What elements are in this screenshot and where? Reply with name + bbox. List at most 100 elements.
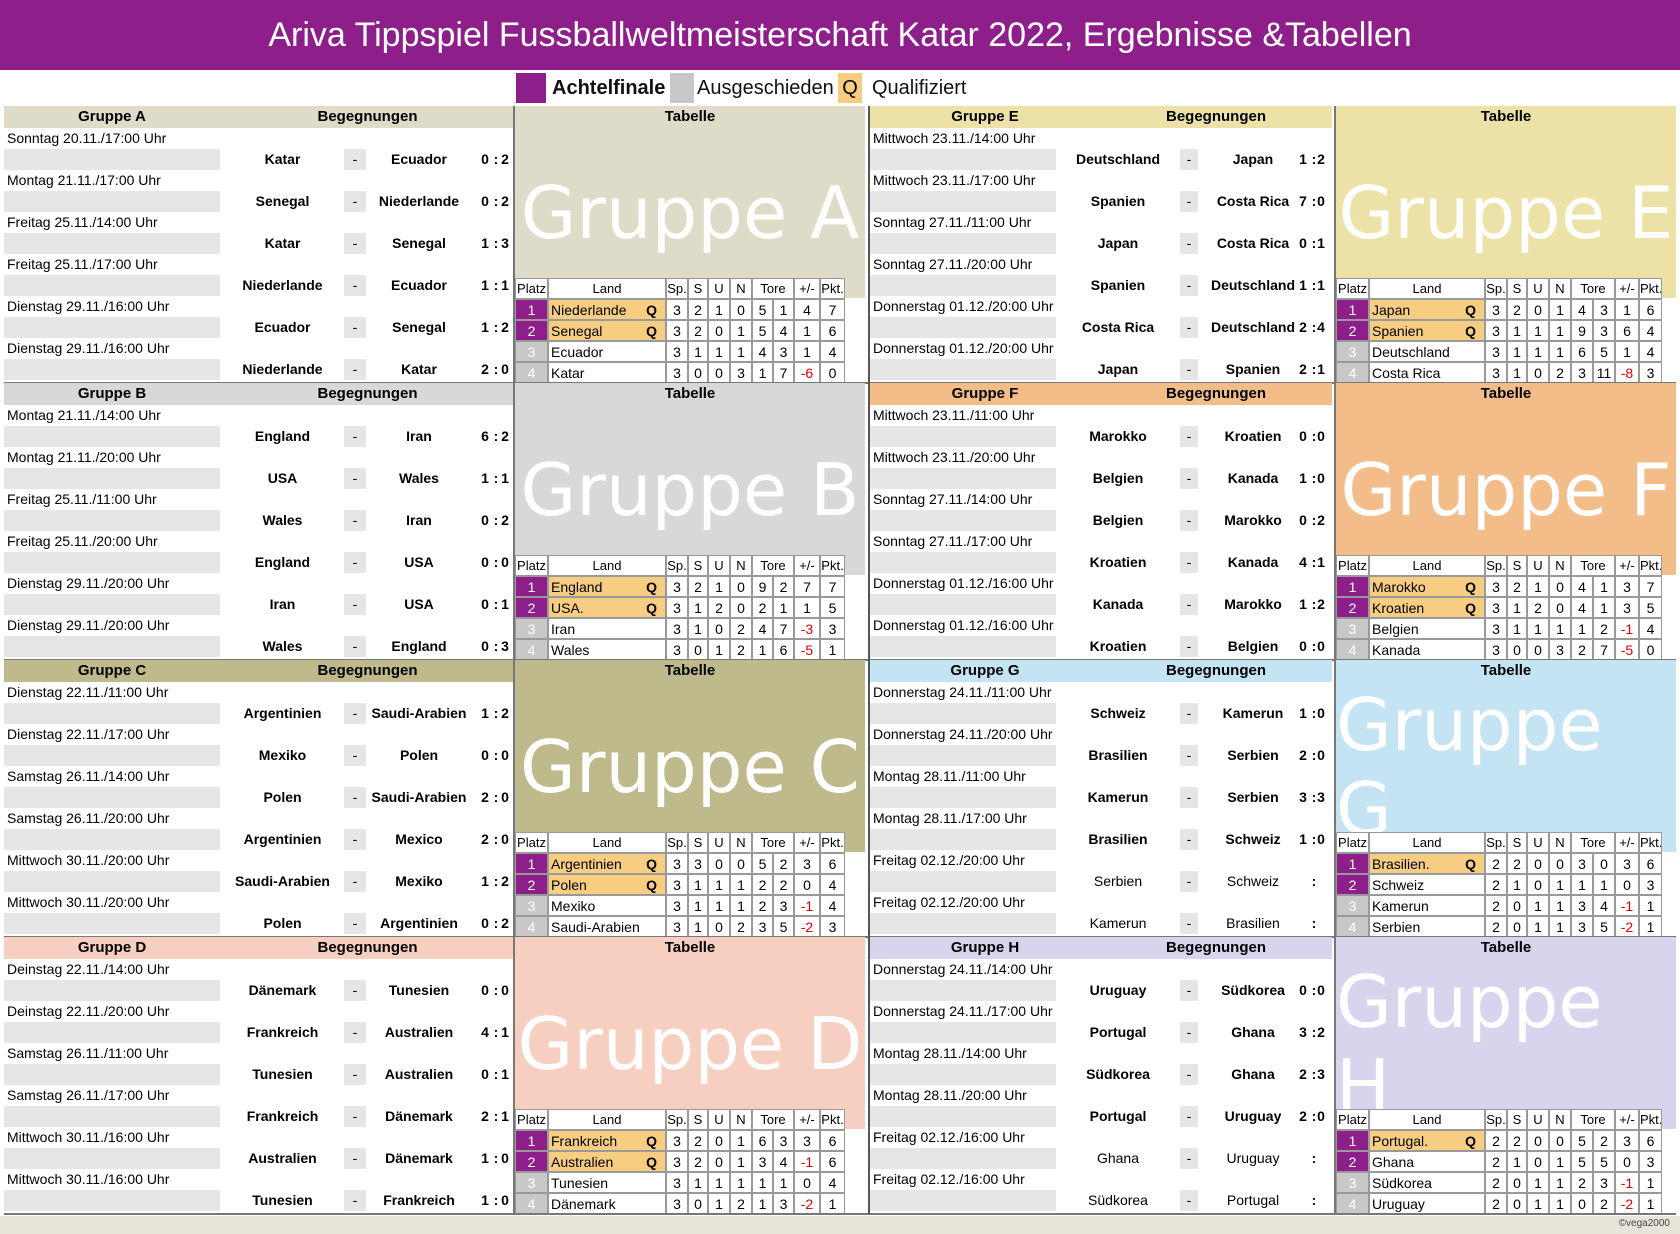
score-colon: : (1311, 747, 1317, 763)
divider (1334, 937, 1336, 1214)
qualified-mark: Q (1465, 323, 1476, 339)
table-col-tore: Tore (752, 1109, 794, 1130)
away-team: Portugal (1226, 1192, 1280, 1208)
away-goals: 1 (1317, 277, 1325, 293)
row-shade (4, 871, 220, 892)
score-colon: : (493, 873, 499, 889)
away-team: Kanada (1227, 470, 1279, 486)
table-team: Polen Q (548, 874, 666, 895)
match-dash: - (1180, 829, 1198, 850)
table-n: 1 (1549, 1151, 1571, 1172)
away-goals: 0 (501, 747, 509, 763)
row-shade (4, 1190, 220, 1211)
match-date: Dienstag 29.11./16:00 Uhr (7, 298, 170, 314)
table-s: 2 (1507, 1130, 1527, 1151)
home-goals: 0 (481, 512, 489, 528)
score-colon: : (1311, 151, 1317, 167)
table-col-n: N (730, 1109, 752, 1130)
table-team: Kroatien Q (1369, 597, 1485, 618)
table-goals-against: 7 (773, 362, 794, 383)
table-u: 2 (708, 597, 730, 618)
table-col-diff: +/- (1615, 832, 1639, 853)
match-dash: - (1180, 426, 1198, 447)
table-s: 1 (688, 1172, 708, 1193)
table-team-name: Kanada (1372, 642, 1421, 658)
away-goals: 2 (501, 705, 509, 721)
match-dash: - (344, 191, 366, 212)
table-team: Kanada (1369, 639, 1485, 660)
home-team: Mexiko (258, 747, 307, 763)
table-col-platz: Platz (515, 832, 548, 853)
row-shade (870, 1106, 1056, 1127)
score-colon: : (493, 1024, 499, 1040)
table-diff: 6 (1615, 320, 1639, 341)
table-header: Tabelle (515, 383, 865, 405)
table-team: Schweiz (1369, 874, 1485, 895)
table-sp: 3 (666, 576, 688, 597)
away-team: Ecuador (390, 151, 447, 167)
table-s: 0 (1507, 1193, 1527, 1214)
home-team: Südkorea (1086, 1066, 1150, 1082)
match-dash: - (344, 1106, 366, 1127)
table-u: 0 (708, 1151, 730, 1172)
row-shade (4, 636, 220, 657)
table-points: 1 (1639, 1193, 1662, 1214)
home-team: Tunesien (252, 1066, 313, 1082)
table-col-land: Land (548, 1109, 666, 1130)
table-sp: 2 (1485, 1130, 1507, 1151)
away-team: Uruguay (1224, 1108, 1282, 1124)
table-col-tore: Tore (1571, 1109, 1615, 1130)
table-col-s: S (688, 832, 708, 853)
table-s: 2 (1507, 576, 1527, 597)
match-dash: - (344, 1190, 366, 1211)
away-team: England (391, 638, 447, 654)
table-u: 1 (708, 341, 730, 362)
table-pos: 4 (1336, 362, 1369, 383)
table-s: 1 (688, 895, 708, 916)
home-team: Japan (1097, 361, 1139, 377)
table-col-tore: Tore (1571, 832, 1615, 853)
match-date: Montag 21.11./20:00 Uhr (7, 449, 161, 465)
table-goals-for: 4 (752, 618, 773, 639)
match-date: Donnerstag 24.11./11:00 Uhr (873, 684, 1052, 700)
home-goals: 3 (1299, 789, 1307, 805)
table-diff: -8 (1615, 362, 1639, 383)
row-shade (4, 703, 220, 724)
match-dash: - (1180, 552, 1198, 573)
row-shade (870, 703, 1056, 724)
table-diff: -6 (794, 362, 820, 383)
away-team: Ghana (1231, 1066, 1275, 1082)
away-team: Japan (1232, 151, 1274, 167)
table-points: 7 (820, 299, 845, 320)
table-points: 4 (820, 341, 845, 362)
row-shade (870, 149, 1056, 170)
table-n: 2 (730, 1193, 752, 1214)
match-dash: - (1180, 191, 1198, 212)
match-date: Dienstag 22.11./11:00 Uhr (7, 684, 169, 700)
table-team: Saudi-Arabien (548, 916, 666, 937)
score-colon: : (493, 193, 499, 209)
home-team: Australien (248, 1150, 317, 1166)
home-goals: 2 (481, 789, 489, 805)
table-sp: 3 (666, 597, 688, 618)
table-points: 6 (1639, 1130, 1662, 1151)
table-col-diff: +/- (794, 832, 820, 853)
home-team: England (254, 554, 311, 570)
score-colon: : (493, 361, 499, 377)
table-n: 2 (730, 639, 752, 660)
away-goals: 1 (501, 596, 509, 612)
home-team: Dänemark (248, 982, 317, 998)
table-points: 6 (1639, 299, 1662, 320)
away-team: Senegal (392, 235, 446, 251)
away-goals: 1 (1317, 235, 1325, 251)
match-dash: - (344, 275, 366, 296)
away-goals: 2 (1317, 596, 1325, 612)
table-team: Spanien Q (1369, 320, 1485, 341)
table-goals-against: 3 (1593, 1172, 1615, 1193)
row-shade (870, 426, 1056, 447)
match-dash: - (344, 359, 366, 380)
table-col-sp: Sp. (1485, 832, 1507, 853)
table-goals-against: 11 (1593, 362, 1615, 383)
home-goals: 0 (481, 596, 489, 612)
away-team: Deutschland (1210, 319, 1295, 335)
